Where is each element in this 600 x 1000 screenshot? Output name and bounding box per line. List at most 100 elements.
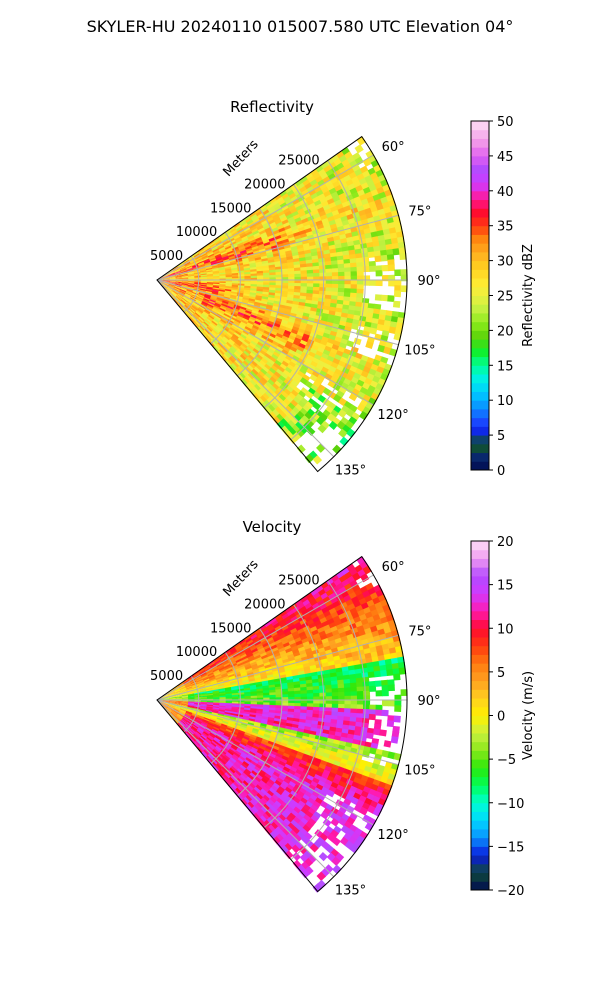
radar-cell	[165, 709, 171, 715]
radar-cell	[198, 264, 206, 268]
radar-cell	[175, 280, 183, 282]
radar-cell	[163, 277, 170, 280]
radar-cell	[220, 318, 227, 325]
radar-cell	[200, 303, 208, 308]
radar-cell	[276, 196, 285, 204]
radar-cell	[168, 285, 175, 290]
range-tick-label: 25000	[278, 154, 319, 169]
radar-cell	[271, 373, 280, 382]
radar-cell	[284, 327, 293, 334]
radar-cell	[234, 224, 243, 231]
radar-cell	[206, 284, 214, 287]
radar-cell	[270, 242, 278, 248]
radar-cell	[220, 251, 228, 256]
colorbar-segment	[471, 443, 489, 454]
radar-cell	[211, 320, 218, 327]
radar-cell	[194, 282, 202, 285]
radar-cell	[189, 297, 197, 302]
radar-cell	[167, 689, 174, 694]
radar-cell	[192, 313, 199, 320]
radar-cell	[186, 302, 193, 308]
radar-cell	[306, 269, 314, 275]
radar-cell	[291, 326, 300, 333]
radar-cell	[369, 327, 378, 335]
radar-cell	[193, 321, 200, 328]
radar-cell	[187, 274, 195, 277]
radar-cell	[315, 203, 324, 211]
radar-cell	[205, 248, 213, 254]
radar-cell	[377, 344, 386, 353]
colorbar-segment	[471, 400, 489, 410]
radar-cell	[213, 250, 221, 256]
radar-cell	[215, 334, 222, 342]
radar-cell	[187, 284, 195, 287]
radar-cell	[236, 313, 245, 319]
radar-cell	[191, 315, 198, 322]
radar-cell	[190, 307, 197, 313]
radar-cell	[174, 272, 182, 275]
radar-cell	[201, 302, 208, 307]
radar-cell	[257, 351, 266, 359]
radar-cell	[169, 278, 177, 280]
radar-cell	[168, 284, 176, 288]
radar-cell	[211, 292, 219, 296]
radar-cell	[256, 397, 265, 406]
radar-cell	[257, 362, 265, 370]
colorbar-segment	[471, 408, 489, 419]
radar-cell	[338, 280, 346, 286]
radar-cell	[192, 264, 200, 269]
radar-cell	[245, 337, 253, 344]
radar-cell	[306, 338, 315, 346]
radar-cell	[186, 311, 192, 318]
radar-cell	[305, 390, 314, 400]
radar-cell	[268, 367, 277, 375]
radar-cell	[178, 292, 185, 298]
radar-cell	[231, 344, 239, 351]
radar-cell	[269, 197, 278, 205]
radar-cell	[191, 294, 198, 299]
radar-cell	[180, 707, 188, 711]
radar-cell	[221, 300, 230, 305]
radar-cell	[337, 287, 345, 294]
radar-cell	[213, 316, 221, 323]
colorbar-segment	[471, 304, 489, 314]
radar-cell	[174, 705, 182, 708]
radar-cell	[179, 301, 186, 307]
radar-cell	[181, 282, 189, 285]
radar-cell	[188, 309, 195, 316]
radar-cell	[256, 273, 264, 277]
radar-cell	[253, 375, 262, 383]
radar-cell	[170, 292, 176, 298]
radar-cell	[316, 373, 326, 382]
radar-cell	[180, 288, 187, 292]
radar-cell	[187, 300, 194, 306]
radar-cell	[184, 304, 191, 311]
radar-cell	[387, 264, 395, 272]
radar-cell	[173, 269, 181, 273]
radar-cell	[173, 689, 181, 693]
radar-cell	[208, 254, 216, 259]
radar-cell	[212, 345, 220, 353]
radar-cell	[255, 372, 264, 381]
radar-cell	[168, 283, 176, 287]
radar-cell	[168, 693, 176, 697]
radar-cell	[239, 321, 248, 327]
colorbar-segment	[471, 382, 489, 392]
radar-cell	[269, 282, 277, 286]
radar-cell	[212, 269, 220, 272]
radar-cell	[185, 264, 193, 269]
radar-cell	[163, 278, 171, 280]
radar-cell	[252, 307, 260, 313]
radar-cell	[222, 240, 230, 246]
radar-cell	[217, 332, 225, 339]
radar-cell	[325, 280, 333, 285]
radar-cell	[209, 257, 217, 262]
azimuth-tick-label: 60°	[382, 140, 405, 155]
radar-cell	[216, 259, 224, 263]
radar-cell	[269, 272, 277, 276]
radar-cell	[271, 226, 280, 233]
radar-cell	[356, 288, 364, 295]
radar-cell	[250, 243, 259, 249]
radar-cell	[174, 692, 182, 695]
radar-cell	[234, 236, 242, 242]
